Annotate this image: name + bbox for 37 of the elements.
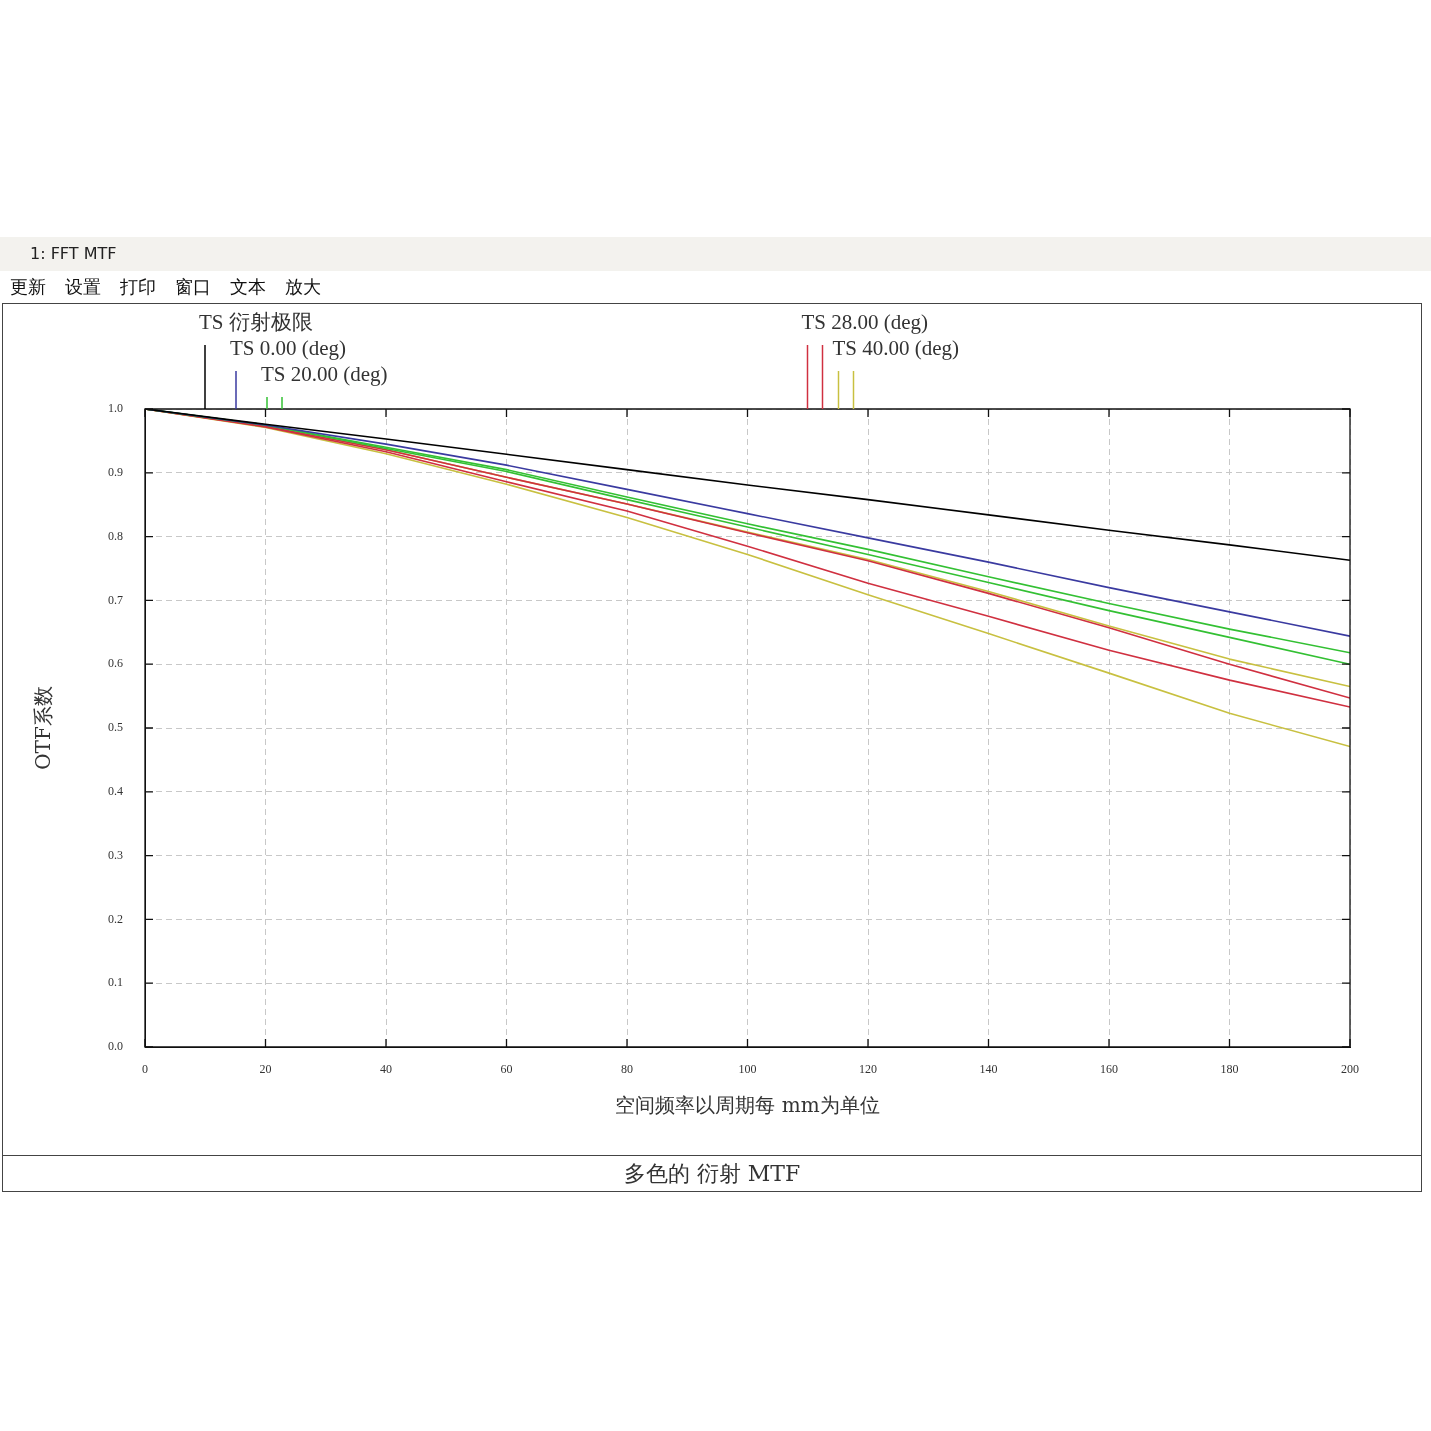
x-tick-label: 80 xyxy=(621,1062,633,1077)
y-axis-title: OTF系数 xyxy=(31,686,56,770)
text: 1: FFT MTF xyxy=(30,244,117,263)
y-tick-label: 0.5 xyxy=(108,720,123,735)
text: TS 40.00 (deg) xyxy=(832,335,960,360)
x-tick-label: 100 xyxy=(738,1062,757,1077)
x-axis-title: 空间频率以周期每 mm为单位 xyxy=(615,1093,880,1118)
x-tick-label: 60 xyxy=(500,1062,513,1077)
text: 文本 xyxy=(230,275,266,299)
y-tick-label: 0.8 xyxy=(108,528,123,543)
x-tick-label: 200 xyxy=(1341,1062,1359,1077)
text: 多色的 衍射 MTF xyxy=(3,1155,1421,1192)
x-tick-label: 20 xyxy=(259,1062,272,1077)
y-tick-label: 0.9 xyxy=(108,464,123,479)
text: TS 28.00 (deg) xyxy=(801,309,929,334)
x-tick-label: 140 xyxy=(979,1062,998,1077)
x-tick-label: 120 xyxy=(859,1062,877,1077)
x-tick-label: 160 xyxy=(1100,1062,1118,1077)
series-label: TS 20.00 (deg) xyxy=(261,361,388,386)
x-tick-label: 40 xyxy=(380,1062,392,1077)
y-tick-label: 0.0 xyxy=(108,1039,123,1054)
x-tick-label: 180 xyxy=(1220,1062,1239,1077)
x-tick-label: 0 xyxy=(142,1062,148,1077)
text: 更新 xyxy=(10,275,46,299)
text: 打印 xyxy=(120,275,156,299)
y-tick-label: 0.6 xyxy=(108,656,123,671)
y-tick-label: 0.2 xyxy=(108,911,123,926)
y-tick-label: 0.4 xyxy=(108,783,123,798)
y-tick-label: 0.7 xyxy=(108,592,123,607)
y-tick-label: 0.3 xyxy=(108,847,123,862)
y-tick-label: 1.0 xyxy=(108,401,123,416)
text: 放大 xyxy=(285,275,321,299)
text: 设置 xyxy=(65,275,101,299)
text: TS 0.00 (deg) xyxy=(230,335,347,360)
text: 窗口 xyxy=(175,275,211,299)
text: TS 衍射极限 xyxy=(199,309,313,334)
y-tick-label: 0.1 xyxy=(108,975,123,990)
